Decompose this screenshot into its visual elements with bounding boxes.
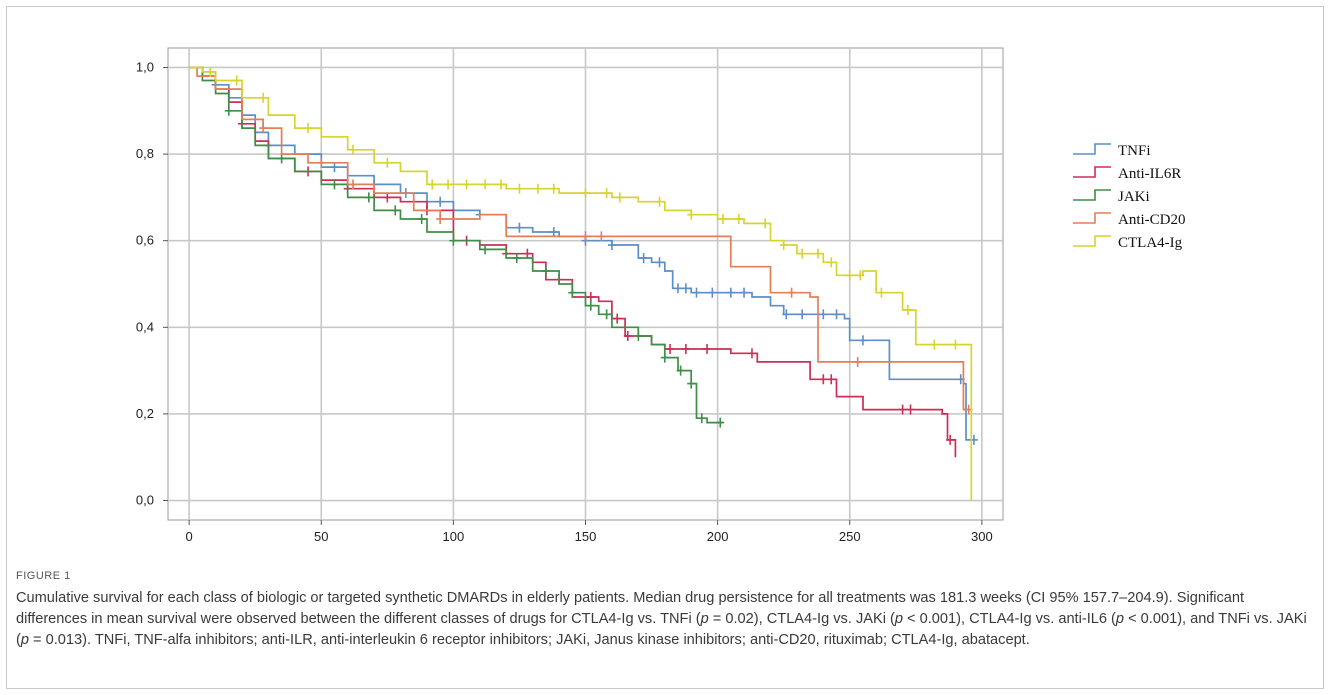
chart-axes: 0 50 100 150 200 250 300 0,0 0,2 0,4 0,6 0,8 1,0: [136, 59, 993, 544]
figure-caption-text: Cumulative survival for each class of bi…: [16, 588, 1316, 651]
legend-swatch: [1073, 235, 1111, 247]
x-tick-label: 150: [575, 529, 597, 544]
caption-italic-p: p: [20, 632, 29, 648]
series-line-anti-il6r: [189, 66, 957, 458]
x-tick-label: 300: [971, 529, 993, 544]
legend-swatch: [1073, 212, 1111, 224]
legend-swatch: [1073, 143, 1111, 155]
legend-label: CTLA4-Ig: [1118, 235, 1183, 251]
y-tick-label: 0,8: [136, 146, 154, 161]
chart-grid: [167, 47, 1004, 521]
caption-italic-p: p: [894, 611, 903, 627]
legend-label: Anti-IL6R: [1118, 166, 1181, 182]
caption-text-part: < 0.001), CTLA4-Ig vs. anti-IL6 (: [903, 611, 1116, 627]
legend-label: Anti-CD20: [1118, 212, 1186, 228]
caption-italic-p: p: [700, 611, 709, 627]
caption-text-part: = 0.013). TNFi, TNF-alfa inhibitors; ant…: [29, 632, 1030, 648]
legend-label: TNFi: [1118, 143, 1151, 159]
chart-series: [189, 66, 978, 501]
caption-italic-p: p: [1115, 611, 1125, 627]
y-tick-label: 1,0: [136, 59, 154, 74]
y-tick-label: 0,6: [136, 233, 154, 248]
x-tick-label: 250: [839, 529, 861, 544]
y-tick-label: 0,2: [136, 406, 154, 421]
caption-text-part: = 0.02), CTLA4-Ig vs. JAKi (: [708, 611, 895, 627]
legend-swatch: [1073, 189, 1111, 201]
caption-text-part: Cumulative survival for each class of bi…: [16, 590, 1245, 627]
y-tick-label: 0,4: [136, 319, 154, 334]
figure-label: FIGURE 1: [16, 570, 71, 582]
chart-legend: TNFi Anti-IL6R JAKi Anti-CD20 CTLA4-Ig: [1073, 143, 1186, 251]
x-tick-label: 50: [314, 529, 328, 544]
figure-caption: FIGURE 1 Cumulative survival for each cl…: [16, 570, 1316, 651]
figure-frame: [6, 6, 1324, 689]
x-tick-label: 100: [443, 529, 465, 544]
caption-text-part: < 0.001), and TNFi vs. JAKi (: [16, 611, 1307, 648]
legend-swatch: [1073, 166, 1111, 178]
x-tick-label: 0: [186, 529, 193, 544]
series-line-ctla4-ig: [189, 66, 973, 501]
y-tick-label: 0,0: [136, 493, 154, 508]
survival-chart: 0 50 100 150 200 250 300 0,0 0,2 0,4 0,6 0,8 1,0 TNF…: [136, 47, 1186, 544]
x-tick-label: 200: [707, 529, 729, 544]
legend-label: JAKi: [1118, 189, 1150, 205]
series-line-jaki: [189, 66, 723, 424]
